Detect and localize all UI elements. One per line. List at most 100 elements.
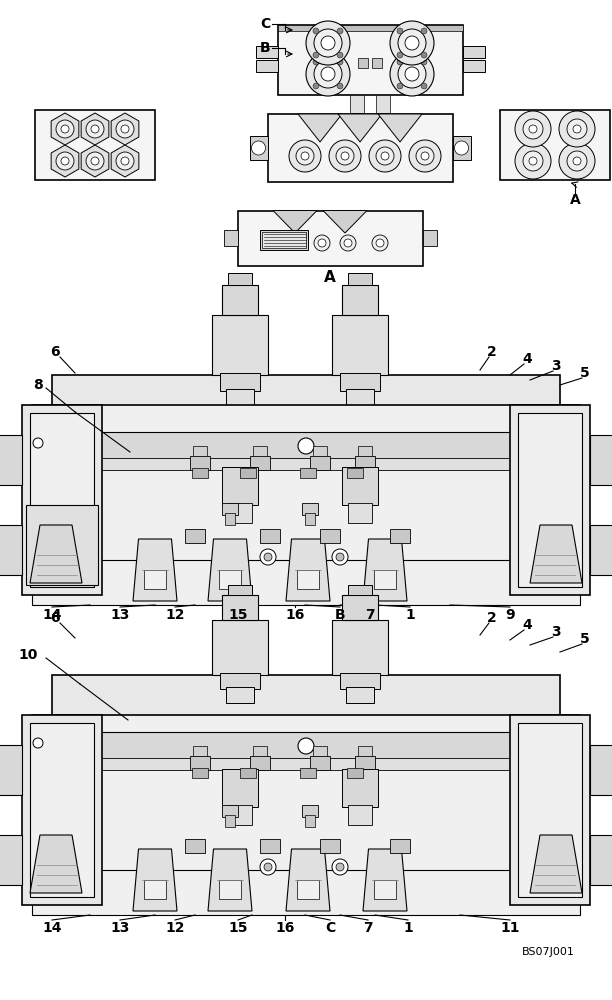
Bar (222, 503, 238, 515)
Bar (226, 389, 254, 405)
Circle shape (318, 239, 326, 247)
Bar (590, 745, 612, 795)
Bar (342, 467, 378, 505)
Polygon shape (51, 145, 79, 177)
Circle shape (298, 738, 314, 754)
Bar (228, 805, 252, 825)
Circle shape (515, 143, 551, 179)
Circle shape (313, 52, 319, 58)
Circle shape (376, 147, 394, 165)
Bar (225, 513, 235, 525)
Bar (185, 839, 205, 853)
Bar (212, 315, 268, 375)
Bar (228, 585, 252, 595)
Circle shape (61, 157, 69, 165)
Text: A: A (324, 270, 336, 286)
Polygon shape (133, 539, 177, 601)
Circle shape (559, 111, 595, 147)
Circle shape (86, 152, 104, 170)
Text: 1: 1 (405, 608, 415, 622)
Circle shape (313, 59, 319, 65)
Bar (305, 513, 315, 525)
Bar (350, 95, 364, 113)
Circle shape (409, 140, 441, 172)
Bar (277, 25, 463, 31)
Text: 8: 8 (33, 378, 43, 392)
Bar (347, 468, 363, 478)
Circle shape (336, 553, 344, 561)
Bar (346, 687, 374, 703)
Polygon shape (530, 525, 582, 583)
Circle shape (337, 28, 343, 34)
Text: C: C (325, 921, 335, 935)
Polygon shape (30, 835, 82, 893)
Bar (346, 389, 374, 405)
Circle shape (264, 863, 272, 871)
Polygon shape (81, 113, 109, 145)
Text: 3: 3 (551, 625, 561, 639)
Bar (225, 815, 235, 827)
Bar (340, 373, 380, 391)
Bar (372, 58, 382, 68)
Circle shape (314, 235, 330, 251)
Text: B: B (259, 41, 271, 55)
Bar (0, 525, 22, 575)
Circle shape (567, 151, 587, 171)
Text: 6: 6 (50, 611, 60, 625)
Bar (52, 375, 560, 465)
Bar (452, 136, 471, 160)
Text: 11: 11 (500, 921, 520, 935)
Bar (348, 503, 372, 523)
Bar (300, 468, 316, 478)
Bar (222, 595, 258, 620)
Polygon shape (208, 849, 252, 911)
Bar (30, 723, 94, 897)
Circle shape (86, 120, 104, 138)
Bar (260, 230, 308, 250)
Bar (348, 805, 372, 825)
Bar (297, 570, 319, 589)
Circle shape (260, 549, 276, 565)
Text: 10: 10 (18, 648, 38, 662)
Text: C: C (260, 17, 270, 31)
Bar (300, 768, 316, 778)
Bar (22, 715, 102, 905)
Polygon shape (30, 525, 82, 583)
Bar (520, 425, 580, 475)
Bar (374, 880, 396, 899)
Text: 6: 6 (50, 345, 60, 359)
Circle shape (529, 157, 537, 165)
Polygon shape (338, 114, 382, 142)
Bar (500, 110, 610, 180)
Text: 12: 12 (165, 921, 185, 935)
Bar (220, 373, 260, 391)
Polygon shape (133, 849, 177, 911)
Polygon shape (51, 113, 79, 145)
Polygon shape (273, 211, 317, 233)
Bar (358, 746, 372, 756)
Bar (310, 756, 330, 770)
Text: A: A (570, 193, 580, 207)
Bar (250, 756, 270, 770)
Circle shape (390, 21, 434, 65)
Bar (222, 805, 238, 817)
Text: 4: 4 (522, 618, 532, 632)
Circle shape (421, 152, 429, 160)
Bar (348, 273, 372, 285)
Polygon shape (81, 145, 109, 177)
Bar (332, 620, 388, 675)
Bar (222, 467, 258, 505)
Circle shape (116, 120, 134, 138)
Bar (422, 230, 436, 246)
Polygon shape (363, 849, 407, 911)
Circle shape (376, 239, 384, 247)
Circle shape (314, 29, 342, 57)
Bar (219, 880, 241, 899)
Bar (222, 769, 258, 807)
Bar (144, 570, 166, 589)
Bar (510, 715, 590, 905)
Bar (72, 432, 540, 460)
Circle shape (405, 67, 419, 81)
Bar (192, 768, 208, 778)
Bar (22, 405, 102, 595)
